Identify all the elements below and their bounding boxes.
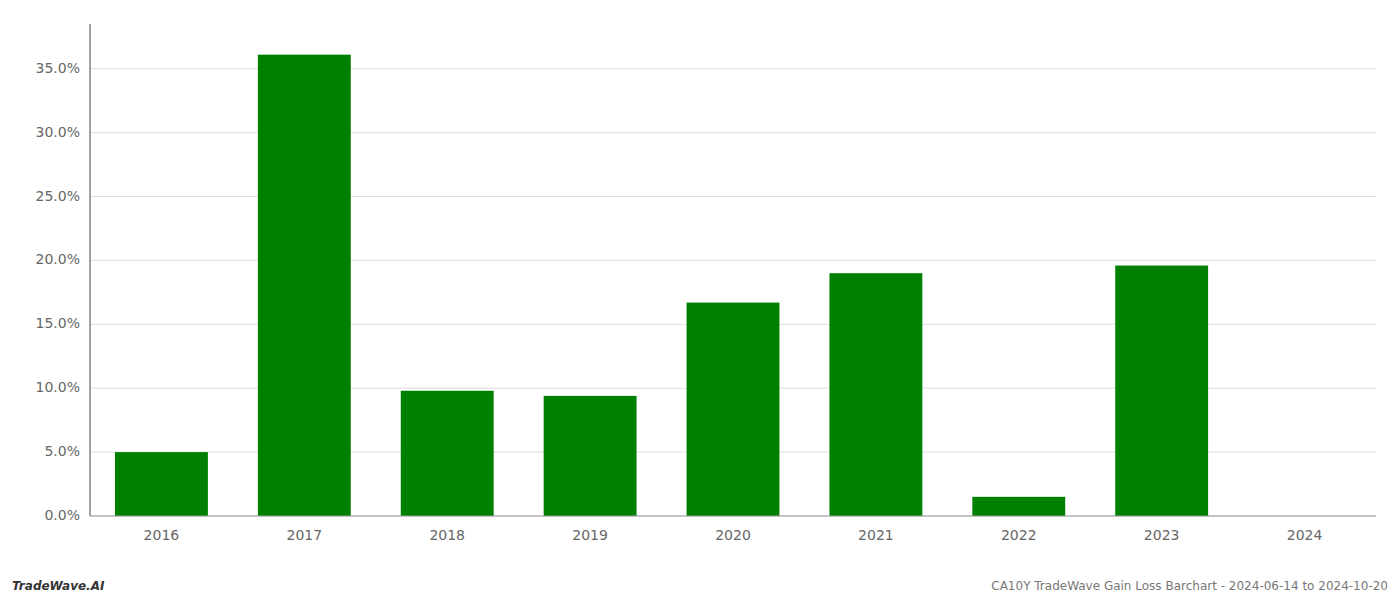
x-tick-label: 2017 <box>287 527 323 543</box>
x-tick-label: 2019 <box>572 527 608 543</box>
grid-line <box>90 516 1376 517</box>
y-axis-labels: 0.0% 5.0% 10.0% 15.0% 20.0% 25.0% 30.0% 35.0% <box>36 60 80 523</box>
x-tick-label: 2018 <box>429 527 465 543</box>
y-tick-label: 35.0% <box>36 60 80 76</box>
bar <box>401 391 494 516</box>
bar <box>829 273 922 516</box>
x-axis-line <box>90 516 1376 517</box>
y-tick-label: 0.0% <box>44 507 80 523</box>
footer-left: TradeWave.AI <box>12 579 105 593</box>
footer-right: CA10Y TradeWave Gain Loss Barchart - 202… <box>991 579 1388 593</box>
x-tick-label: 2021 <box>858 527 894 543</box>
y-tick-label: 30.0% <box>36 124 80 140</box>
y-tick-label: 20.0% <box>36 251 80 267</box>
chart-container: 0.0% 5.0% 10.0% 15.0% 20.0% 25.0% 30.0% 35.0% 20… <box>0 0 1400 600</box>
x-axis-labels: 2016 2017 2018 2019 2020 2021 2022 2023 2024 <box>144 527 1323 543</box>
y-tick-label: 15.0% <box>36 315 80 331</box>
x-tick-label: 2022 <box>1001 527 1037 543</box>
bar <box>972 497 1065 516</box>
bar <box>1115 266 1208 516</box>
y-tick-label: 25.0% <box>36 188 80 204</box>
bar <box>258 55 351 516</box>
bars <box>115 55 1208 516</box>
bar <box>544 396 637 516</box>
y-axis-line <box>90 24 91 516</box>
x-tick-label: 2016 <box>144 527 180 543</box>
x-tick-label: 2024 <box>1287 527 1323 543</box>
y-tick-label: 10.0% <box>36 379 80 395</box>
x-tick-label: 2020 <box>715 527 751 543</box>
y-tick-label: 5.0% <box>44 443 80 459</box>
chart-svg: 0.0% 5.0% 10.0% 15.0% 20.0% 25.0% 30.0% 35.0% 20… <box>0 0 1400 600</box>
x-tick-label: 2023 <box>1144 527 1180 543</box>
bar <box>115 452 208 516</box>
bar <box>687 303 780 516</box>
